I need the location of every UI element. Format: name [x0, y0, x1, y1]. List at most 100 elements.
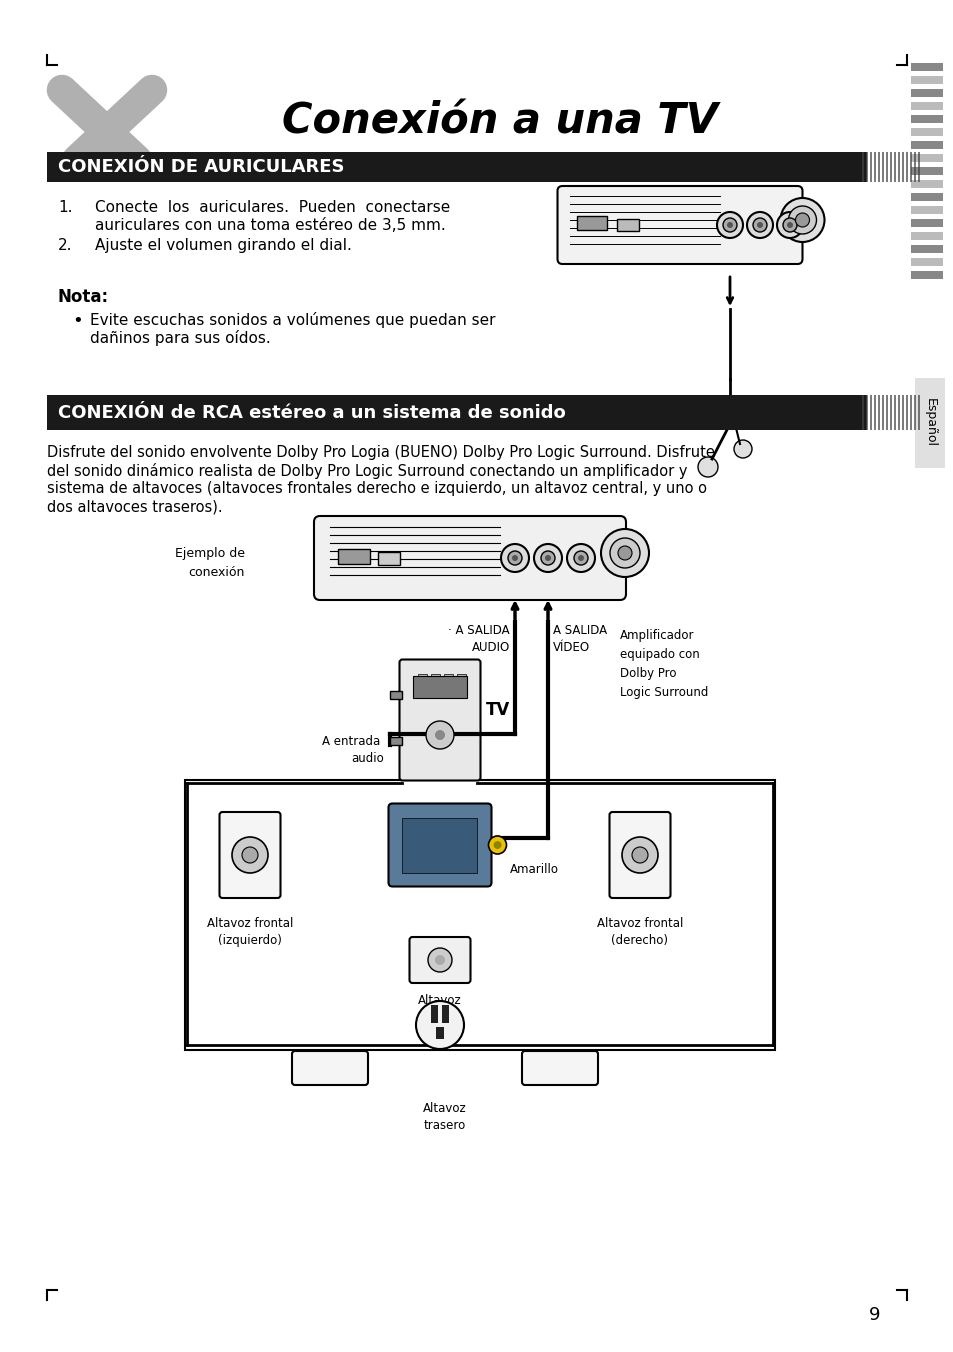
Bar: [893, 151, 895, 183]
Circle shape: [493, 841, 501, 849]
Text: Altavoz
trasero: Altavoz trasero: [423, 1102, 466, 1132]
Bar: [910, 141, 942, 149]
Bar: [909, 151, 911, 183]
Text: CONEXIÓN DE AURICULARES: CONEXIÓN DE AURICULARES: [58, 158, 344, 176]
Text: Disfrute del sonido envolvente Dolby Pro Logia (BUENO) Dolby Pro Logic Surround.: Disfrute del sonido envolvente Dolby Pro…: [47, 445, 714, 460]
Circle shape: [544, 556, 551, 561]
Bar: [910, 101, 942, 110]
Text: Amarillo: Amarillo: [509, 863, 558, 876]
Circle shape: [752, 218, 766, 233]
FancyBboxPatch shape: [399, 660, 480, 780]
Bar: [877, 151, 879, 183]
Circle shape: [435, 955, 444, 965]
Text: Ejemplo de
conexión: Ejemplo de conexión: [174, 548, 245, 579]
FancyBboxPatch shape: [521, 1051, 598, 1086]
Circle shape: [618, 546, 631, 560]
Circle shape: [786, 222, 792, 228]
Bar: [917, 395, 919, 430]
Bar: [413, 676, 467, 698]
Bar: [882, 395, 883, 430]
Bar: [913, 395, 915, 430]
Circle shape: [717, 212, 742, 238]
Text: Amplificador
equipado con
Dolby Pro
Logic Surround: Amplificador equipado con Dolby Pro Logi…: [619, 629, 708, 699]
Bar: [577, 216, 607, 230]
Bar: [337, 549, 370, 564]
Circle shape: [574, 552, 587, 565]
FancyBboxPatch shape: [388, 803, 491, 887]
Circle shape: [578, 556, 583, 561]
Circle shape: [435, 730, 444, 740]
Circle shape: [242, 846, 257, 863]
Circle shape: [733, 439, 751, 458]
Text: dos altavoces traseros).: dos altavoces traseros).: [47, 499, 222, 514]
Bar: [877, 395, 879, 430]
Text: 1.: 1.: [58, 200, 72, 215]
Text: Conecte  los  auriculares.  Pueden  conectarse: Conecte los auriculares. Pueden conectar…: [95, 200, 450, 215]
Bar: [865, 395, 867, 430]
Bar: [910, 180, 942, 188]
Circle shape: [534, 544, 561, 572]
Bar: [889, 395, 891, 430]
Bar: [377, 552, 399, 565]
Text: TV: TV: [485, 700, 509, 719]
Bar: [910, 219, 942, 227]
Bar: [917, 151, 919, 183]
FancyBboxPatch shape: [219, 813, 280, 898]
Circle shape: [426, 721, 454, 749]
Bar: [897, 395, 899, 430]
Bar: [873, 395, 875, 430]
FancyBboxPatch shape: [557, 187, 801, 264]
Bar: [862, 151, 863, 183]
Bar: [436, 1028, 443, 1038]
Circle shape: [512, 556, 517, 561]
Bar: [910, 168, 942, 174]
Bar: [910, 233, 942, 241]
Bar: [431, 1005, 437, 1023]
Text: · A SALIDA
AUDIO: · A SALIDA AUDIO: [448, 625, 510, 654]
Text: Ajuste el volumen girando el dial.: Ajuste el volumen girando el dial.: [95, 238, 352, 253]
Circle shape: [698, 457, 718, 477]
Text: 9: 9: [867, 1306, 879, 1324]
Circle shape: [507, 552, 521, 565]
Bar: [390, 691, 402, 699]
Circle shape: [500, 544, 529, 572]
Bar: [897, 151, 899, 183]
Text: 2.: 2.: [58, 238, 72, 253]
Circle shape: [609, 538, 639, 568]
Text: Conexión a una TV: Conexión a una TV: [282, 101, 718, 143]
Circle shape: [746, 212, 772, 238]
Circle shape: [416, 1000, 463, 1049]
Circle shape: [631, 846, 647, 863]
Bar: [893, 395, 895, 430]
Bar: [910, 270, 942, 279]
Bar: [914, 379, 944, 468]
FancyBboxPatch shape: [409, 937, 470, 983]
Circle shape: [566, 544, 595, 572]
Bar: [910, 89, 942, 97]
Text: auriculares con una toma estéreo de 3,5 mm.: auriculares con una toma estéreo de 3,5 …: [95, 218, 445, 233]
Text: Evite escuchas sonidos a volúmenes que puedan ser: Evite escuchas sonidos a volúmenes que p…: [90, 312, 495, 329]
Bar: [901, 151, 903, 183]
Text: A entrada 
audio: A entrada audio: [322, 735, 384, 765]
Circle shape: [540, 552, 555, 565]
Bar: [417, 673, 427, 680]
Bar: [905, 151, 907, 183]
Bar: [402, 818, 477, 872]
Bar: [910, 193, 942, 201]
Bar: [617, 219, 639, 231]
Circle shape: [757, 222, 762, 228]
FancyBboxPatch shape: [314, 516, 625, 600]
Text: CONEXIÓN de RCA estéreo a un sistema de sonido: CONEXIÓN de RCA estéreo a un sistema de …: [58, 403, 565, 422]
Circle shape: [776, 212, 802, 238]
Circle shape: [600, 529, 648, 577]
Bar: [910, 128, 942, 137]
Bar: [869, 395, 871, 430]
Text: Altavoz
central: Altavoz central: [417, 994, 461, 1023]
Circle shape: [621, 837, 658, 873]
Text: Español: Español: [923, 399, 936, 448]
Bar: [910, 245, 942, 253]
Bar: [869, 151, 871, 183]
Bar: [885, 395, 887, 430]
Bar: [910, 154, 942, 162]
Circle shape: [795, 214, 809, 227]
